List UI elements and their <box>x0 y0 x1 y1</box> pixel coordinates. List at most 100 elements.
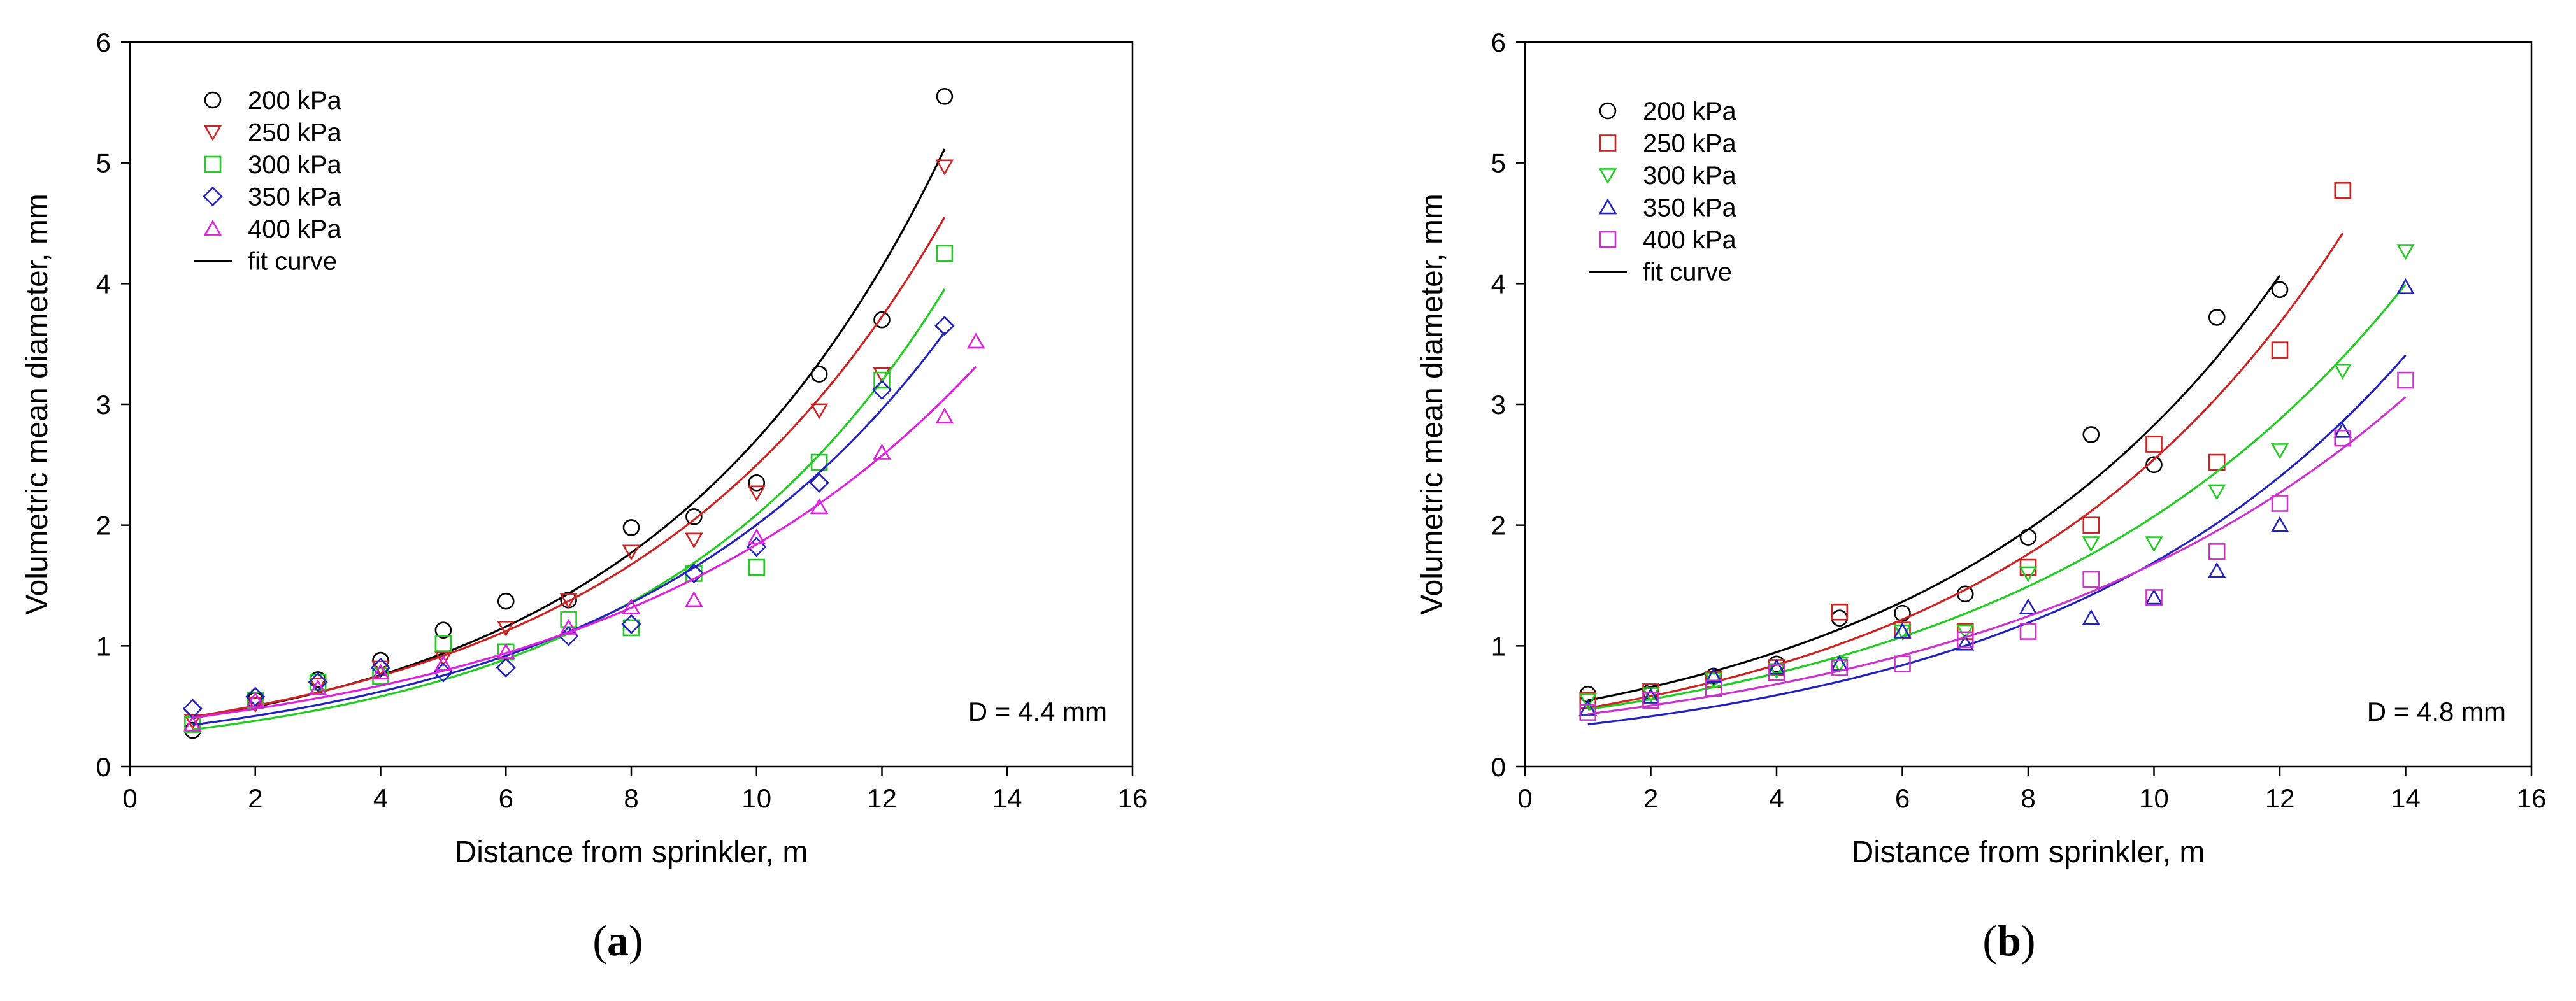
x-tick-label: 4 <box>1769 783 1784 813</box>
y-tick-label: 6 <box>1491 27 1506 57</box>
y-tick-label: 6 <box>96 27 111 57</box>
data-point <box>308 672 328 692</box>
data-point <box>497 642 515 659</box>
data-point <box>497 620 515 637</box>
data-point <box>2271 281 2289 299</box>
x-tick-label: 8 <box>624 783 638 813</box>
chart-panel-b: 0 2 4 6 8 10 12 14 16 0 1 2 3 4 5 6 Distance from sprink… <box>1288 0 2576 1001</box>
data-point <box>1578 693 1597 709</box>
data-point <box>871 380 892 400</box>
x-axis-label: Distance from sprinkler, m <box>1852 835 2205 869</box>
data-point <box>559 593 578 609</box>
data-point <box>2208 484 2226 500</box>
y-tick-label: 2 <box>96 511 111 541</box>
data-point <box>434 635 452 652</box>
legend-marker <box>203 219 222 236</box>
data-point <box>2208 543 2226 560</box>
data-point <box>2082 536 2100 553</box>
legend-label: 400 kPa <box>248 215 342 243</box>
data-point <box>622 544 641 561</box>
data-point <box>2019 566 2038 583</box>
legend-label: 200 kPa <box>248 87 342 115</box>
data-point <box>1767 658 1786 675</box>
data-point <box>747 485 766 502</box>
legend-marker <box>1598 198 1617 215</box>
legend-marker <box>1598 168 1617 185</box>
data-point <box>685 508 703 525</box>
data-point <box>183 715 202 732</box>
x-tick-label: 4 <box>373 783 388 813</box>
data-point <box>2145 588 2163 605</box>
data-point <box>810 366 828 383</box>
data-point <box>2145 536 2163 553</box>
legend-marker <box>203 186 223 207</box>
caption-b-close: ) <box>2021 916 2036 965</box>
data-point <box>1956 634 1975 651</box>
data-point <box>935 159 954 176</box>
data-point <box>1831 609 1849 627</box>
data-point <box>497 592 515 610</box>
data-point <box>1956 585 1974 603</box>
caption-b-open: ( <box>1982 916 1998 965</box>
x-tick-label: 16 <box>2517 783 2547 813</box>
data-point <box>2271 495 2289 512</box>
chart-panel-a: 0 2 4 6 8 10 12 14 16 0 1 2 3 4 5 6 Distance from sprink… <box>20 27 1147 965</box>
legend-marker <box>203 125 222 141</box>
legend-fit-label: fit curve <box>248 248 337 276</box>
data-point <box>936 88 954 105</box>
x-tick-label: 12 <box>867 783 897 813</box>
legend-label: 300 kPa <box>1643 162 1737 190</box>
legend-marker <box>1599 134 1617 152</box>
caption-a-close: ) <box>629 916 643 965</box>
data-point <box>2082 516 2100 534</box>
legend-label: 250 kPa <box>248 119 342 147</box>
legend-fit-label: fit curve <box>1643 259 1732 287</box>
data-point <box>2270 443 2289 460</box>
y-tick-label: 0 <box>96 752 111 782</box>
caption-b-letter: b <box>1997 916 2021 965</box>
y-tick-label: 5 <box>96 148 111 178</box>
y-tick-label: 3 <box>96 390 111 420</box>
fit-curve-350-kpa <box>192 332 946 726</box>
data-point <box>1894 604 1911 622</box>
data-point <box>371 664 390 679</box>
data-point <box>2270 516 2289 532</box>
data-point <box>810 498 829 515</box>
data-point <box>1642 692 1659 709</box>
data-point <box>810 453 828 471</box>
data-point <box>1831 659 1849 676</box>
data-point <box>370 657 391 678</box>
fit-curve-200-kpa <box>1587 274 2281 702</box>
y-axis-label: Volumetric mean diameter, mm <box>20 194 54 615</box>
annotation-nozzle-diameter: D = 4.4 mm <box>968 697 1107 727</box>
data-point <box>1579 704 1597 721</box>
y-tick-label: 4 <box>96 269 111 299</box>
data-point <box>434 655 453 671</box>
data-point <box>1768 664 1785 681</box>
fit-curve-300-kpa <box>192 288 946 731</box>
data-point <box>2396 244 2415 260</box>
x-tick-label: 12 <box>2265 783 2295 813</box>
legend-label: 400 kPa <box>1643 226 1737 254</box>
data-point <box>685 532 703 549</box>
x-tick-label: 8 <box>2021 783 2035 813</box>
legend-marker <box>1599 102 1617 120</box>
data-point <box>1831 603 1849 621</box>
data-point <box>809 472 829 493</box>
legend-label: 300 kPa <box>248 151 342 179</box>
data-point <box>622 619 640 637</box>
data-point <box>747 528 766 544</box>
data-point <box>1578 699 1597 716</box>
data-point <box>873 311 891 329</box>
data-point <box>1705 679 1722 697</box>
data-point <box>2082 609 2100 625</box>
data-point <box>685 591 703 607</box>
fit-curve-300-kpa <box>1587 283 2407 711</box>
legend-label: 250 kPa <box>1643 130 1737 158</box>
y-tick-label: 5 <box>1491 148 1506 178</box>
data-point <box>2271 341 2289 359</box>
data-point <box>1642 687 1660 704</box>
data-point <box>1767 663 1786 679</box>
x-tick-label: 14 <box>2391 783 2421 813</box>
fit-curve-400-kpa <box>1587 395 2407 715</box>
